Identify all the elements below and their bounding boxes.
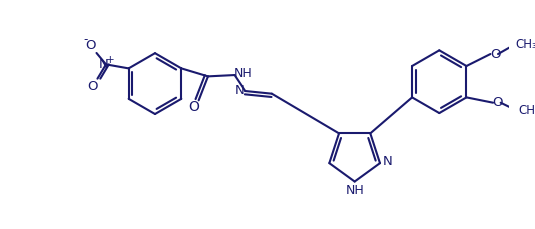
Text: O: O (490, 48, 500, 60)
Text: O: O (188, 100, 200, 114)
Text: N: N (383, 155, 393, 168)
Text: N: N (99, 58, 109, 71)
Text: O: O (86, 39, 96, 52)
Text: +: + (106, 55, 115, 65)
Text: CH₃: CH₃ (516, 38, 535, 51)
Text: N: N (235, 84, 244, 97)
Text: O: O (493, 96, 503, 109)
Text: -: - (84, 33, 88, 46)
Text: O: O (87, 80, 98, 93)
Text: CH₃: CH₃ (518, 104, 535, 117)
Text: NH: NH (234, 67, 253, 80)
Text: NH: NH (345, 184, 364, 196)
